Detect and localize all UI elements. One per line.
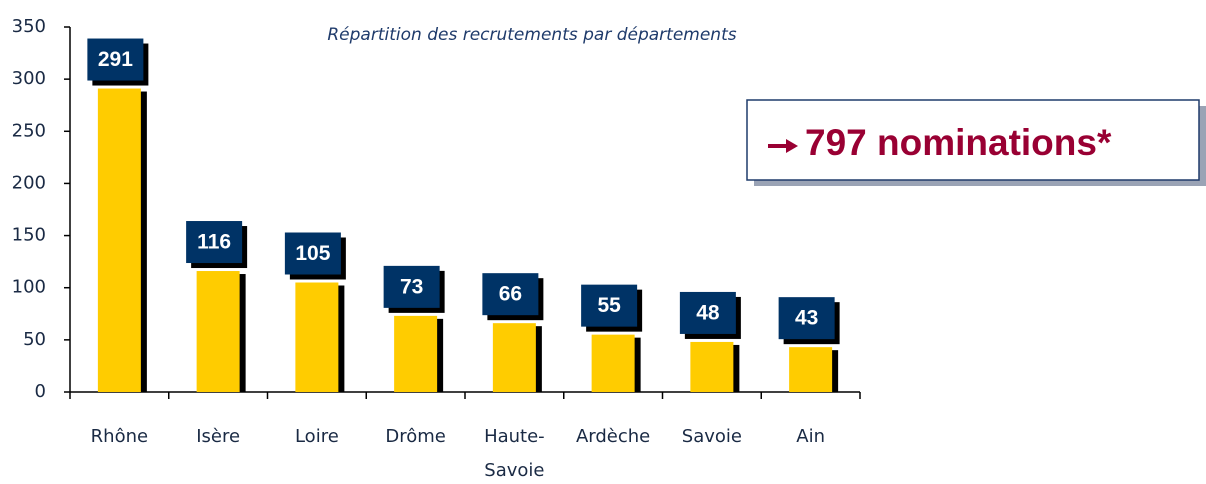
x-tick-label: Ardèche [576,426,650,447]
y-tick-label: 200 [12,172,46,193]
bar [690,341,734,392]
value-label: 105 [295,242,330,265]
x-tick-label-line: Savoie [484,460,544,481]
value-label-box [87,38,144,81]
x-tick-label: Haute- Savoie [484,426,545,481]
value-label-box [383,265,440,308]
y-tick-label: 350 [12,16,46,37]
value-label-box [482,273,539,316]
annotation-box [746,99,1200,181]
chart-title: Répartition des recrutements par départe… [327,25,736,45]
value-label-box [186,221,243,264]
value-label: 73 [400,275,423,298]
value-label-box [778,297,835,340]
value-label-box [581,284,638,327]
y-tick-label: 300 [12,68,46,89]
x-tick-label: Rhône [91,426,148,447]
x-tick-label: Savoie [682,426,742,447]
bar [394,315,438,392]
y-tick-label: 0 [35,381,46,402]
x-tick-label-line: Haute- [484,426,545,447]
value-label: 43 [795,307,818,330]
value-label: 55 [597,294,621,317]
bar [97,88,141,393]
bar [789,347,833,392]
value-label: 66 [499,283,522,306]
value-label-box [284,232,341,275]
x-tick-label: Isère [196,426,240,447]
bar [196,271,240,392]
bar [591,334,635,392]
x-tick-label: Drôme [385,426,446,447]
value-label: 116 [197,231,231,254]
value-label-box [679,291,736,334]
arrow-icon [768,139,798,153]
bar [295,282,339,392]
x-tick-label: Loire [295,426,339,447]
bar [492,323,536,392]
x-tick-label: Ain [796,426,825,447]
annotation: 797 nominations* [805,122,1112,163]
value-label: 291 [98,48,133,71]
value-label: 48 [696,301,720,324]
y-tick-label: 250 [12,120,46,141]
y-tick-label: 100 [12,277,46,298]
y-tick-label: 50 [23,329,46,350]
y-tick-label: 150 [12,225,46,246]
